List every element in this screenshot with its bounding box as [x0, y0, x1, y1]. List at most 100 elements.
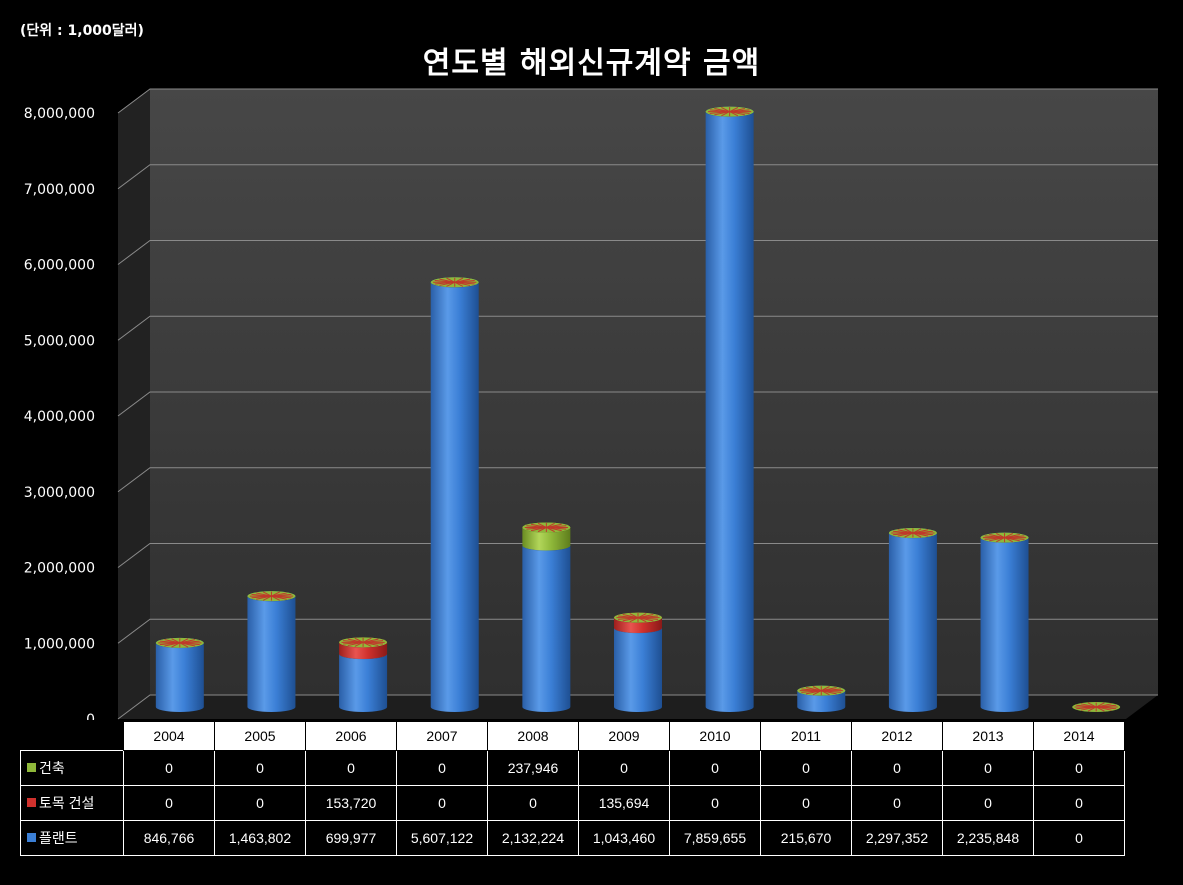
cap-ray: [434, 280, 475, 285]
data-label: 0: [851, 785, 943, 821]
data-label: 0: [396, 785, 488, 821]
table-row: 건축 0 0 0 0 237,946 0 0 0 0 0 0: [20, 750, 1125, 786]
data-label: 0: [851, 750, 943, 786]
data-label: 0: [396, 750, 488, 786]
data-label: 0: [1033, 785, 1125, 821]
gridline: [117, 618, 1158, 644]
bar-cap-2005: [247, 591, 296, 602]
data-label: 0: [669, 785, 761, 821]
x-category-label: 2010: [669, 721, 761, 751]
bar-2013-0: [980, 537, 1029, 712]
legend-key-icon: [27, 798, 36, 807]
gridline: [117, 164, 1158, 190]
bar-2009-0: [614, 627, 662, 712]
legend-entry: 토목 건설: [20, 785, 124, 821]
bar-2009-1: [614, 617, 662, 633]
bar-cap-2009: [614, 612, 662, 623]
data-label: 2,297,352: [851, 820, 943, 856]
x-category-label: 2009: [578, 721, 670, 751]
gridline: [117, 315, 1158, 341]
cap-ray: [984, 535, 1025, 540]
table-row: 플랜트 846,766 1,463,802 699,977 5,607,122 2,132…: [20, 820, 1125, 856]
chart-title: 연도별 해외신규계약 금액: [422, 46, 761, 81]
bar-2008-0: [522, 545, 571, 713]
x-category-label: 2005: [214, 721, 306, 751]
data-label: 0: [214, 785, 306, 821]
data-label: 2,235,848: [942, 820, 1034, 856]
data-label: 0: [123, 785, 215, 821]
bar-2008-2: [522, 527, 571, 551]
gridline: [117, 240, 1158, 265]
bar-cap-2012: [888, 527, 937, 538]
legend-entry: 건축: [20, 750, 124, 786]
cap-ray: [618, 615, 658, 620]
bar-2005-0: [247, 596, 296, 712]
data-label: 1,043,460: [578, 820, 670, 856]
x-category-label: 2007: [396, 721, 488, 751]
bar-2007-0: [430, 282, 479, 713]
bar-2006-0: [339, 653, 388, 713]
y-tick-label: 2,000,000: [24, 561, 95, 577]
data-label: 0: [669, 750, 761, 786]
y-tick-label: 8,000,000: [24, 106, 95, 122]
legend-label: 플랜트: [39, 830, 78, 846]
cap-ray: [801, 688, 842, 693]
cap-ray: [251, 593, 292, 599]
gridline: [117, 391, 1158, 417]
cap-ray: [526, 525, 567, 530]
cap-ray: [709, 109, 750, 114]
y-tick-label: 3,000,000: [24, 485, 95, 501]
cap-ray: [159, 640, 200, 646]
chart-plot: 0 1,000,000 2,000,000 3,000,000 4,000,000 5,0…: [24, 88, 1158, 720]
bar-cap-2013: [980, 532, 1029, 543]
table-corner: [20, 721, 124, 751]
legend-key-icon: [27, 833, 36, 842]
bar-2012-0: [888, 532, 937, 713]
bar-cap-2007: [430, 277, 479, 288]
data-table: 2004 2005 2006 2007 2008 2009 2010 2011 2012 2013…: [20, 721, 1125, 856]
y-tick-label: 0: [86, 712, 95, 720]
bar-cap-2014: [1072, 702, 1121, 712]
data-label: 0: [1033, 750, 1125, 786]
cap-ray: [892, 530, 933, 536]
bar-cap-2010: [705, 106, 754, 117]
y-tick-label: 7,000,000: [24, 182, 95, 198]
data-label: 153,720: [305, 785, 397, 821]
x-category-label: 2014: [1033, 721, 1125, 751]
data-label: 846,766: [123, 820, 215, 856]
gridline: [117, 88, 1158, 114]
data-label: 2,132,224: [487, 820, 579, 856]
x-category-label: 2004: [123, 721, 215, 751]
legend-label: 토목 건설: [39, 795, 95, 811]
y-tick-label: 1,000,000: [24, 636, 95, 652]
bar-2010-0: [705, 111, 754, 713]
data-label: 7,859,655: [669, 820, 761, 856]
data-label: 215,670: [760, 820, 852, 856]
x-category-label: 2006: [305, 721, 397, 751]
x-category-label: 2011: [760, 721, 852, 751]
bar-2004-0: [155, 642, 204, 713]
bar-cap-2006: [339, 637, 388, 648]
x-category-label: 2008: [487, 721, 579, 751]
gridline: [117, 467, 1158, 493]
table-header-row: 2004 2005 2006 2007 2008 2009 2010 2011 2012 2013…: [20, 721, 1125, 751]
bar-cap-2008: [522, 522, 571, 533]
bar-2006-1: [339, 642, 388, 659]
y-tick-label: 6,000,000: [24, 258, 95, 274]
cap-ray: [1076, 704, 1117, 710]
legend-entry: 플랜트: [20, 820, 124, 856]
data-label: 0: [305, 750, 397, 786]
data-label: 0: [942, 750, 1034, 786]
data-label: 0: [1033, 820, 1125, 856]
bar-cap-2011: [797, 685, 846, 696]
data-label: 0: [760, 750, 852, 786]
data-label: 237,946: [487, 750, 579, 786]
legend-label: 건축: [39, 760, 65, 776]
data-label: 1,463,802: [214, 820, 306, 856]
table-row: 토목 건설 0 0 153,720 0 0 135,694 0 0 0 0 0: [20, 785, 1125, 821]
data-label: 0: [578, 750, 670, 786]
bar-cap-2004: [155, 637, 204, 648]
data-label: 0: [942, 785, 1034, 821]
unit-label: (단위 : 1,000달러): [20, 23, 144, 39]
data-label: 0: [123, 750, 215, 786]
